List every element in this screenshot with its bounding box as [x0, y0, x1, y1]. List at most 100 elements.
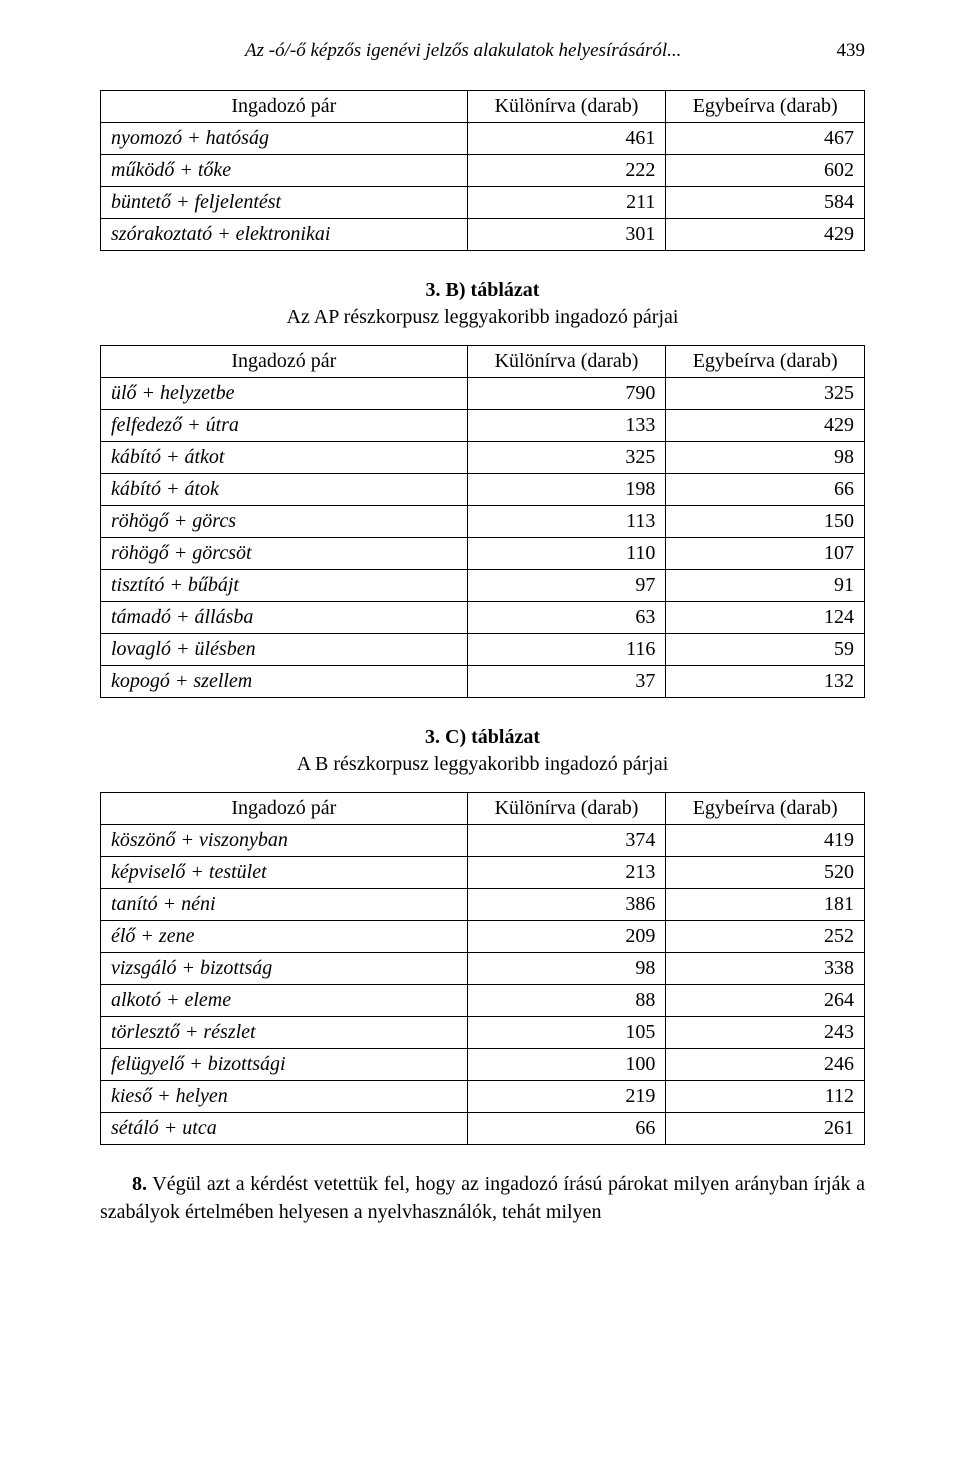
- row-sep-value: 374: [467, 825, 666, 857]
- table-row: sétáló + utca66261: [101, 1113, 865, 1145]
- row-label: törlesztő + részlet: [101, 1017, 468, 1049]
- row-sep-value: 219: [467, 1081, 666, 1113]
- table-row: képviselő + testület213520: [101, 857, 865, 889]
- table-row: kábító + átok19866: [101, 474, 865, 506]
- row-label: röhögő + görcs: [101, 506, 468, 538]
- table-row: röhögő + görcs113150: [101, 506, 865, 538]
- table-row: köszönő + viszonyban374419: [101, 825, 865, 857]
- row-joined-value: 264: [666, 985, 865, 1017]
- col-header: Egybeírva (darab): [666, 793, 865, 825]
- row-label: felügyelő + bizottsági: [101, 1049, 468, 1081]
- col-header: Különírva (darab): [467, 91, 666, 123]
- caption-b-line: Az AP részkorpusz leggyakoribb ingadozó …: [287, 306, 679, 328]
- row-joined-value: 124: [666, 602, 865, 634]
- col-header: Ingadozó pár: [101, 346, 468, 378]
- row-label: támadó + állásba: [101, 602, 468, 634]
- table-row: kábító + átkot32598: [101, 442, 865, 474]
- row-label: röhögő + görcsöt: [101, 538, 468, 570]
- row-joined-value: 243: [666, 1017, 865, 1049]
- table-row: nyomozó + hatóság461467: [101, 123, 865, 155]
- row-joined-value: 246: [666, 1049, 865, 1081]
- row-label: sétáló + utca: [101, 1113, 468, 1145]
- table-row: tisztító + bűbájt9791: [101, 570, 865, 602]
- table-row: kopogó + szellem37132: [101, 666, 865, 698]
- row-sep-value: 113: [467, 506, 666, 538]
- col-header: Ingadozó pár: [101, 91, 468, 123]
- paragraph-lead: 8.: [132, 1173, 147, 1195]
- row-label: szórakoztató + elektronikai: [101, 219, 468, 251]
- table-c: Ingadozó pár Különírva (darab) Egybeírva…: [100, 792, 865, 1145]
- row-joined-value: 107: [666, 538, 865, 570]
- row-sep-value: 105: [467, 1017, 666, 1049]
- row-sep-value: 63: [467, 602, 666, 634]
- row-label: tanító + néni: [101, 889, 468, 921]
- col-header: Egybeírva (darab): [666, 91, 865, 123]
- row-joined-value: 181: [666, 889, 865, 921]
- caption-c-bold: 3. C) táblázat: [425, 726, 540, 748]
- col-header: Egybeírva (darab): [666, 346, 865, 378]
- row-sep-value: 209: [467, 921, 666, 953]
- table-row: ülő + helyzetbe790325: [101, 378, 865, 410]
- row-sep-value: 110: [467, 538, 666, 570]
- row-joined-value: 338: [666, 953, 865, 985]
- row-label: képviselő + testület: [101, 857, 468, 889]
- row-joined-value: 261: [666, 1113, 865, 1145]
- table-row: Ingadozó pár Különírva (darab) Egybeírva…: [101, 793, 865, 825]
- row-joined-value: 467: [666, 123, 865, 155]
- table-row: vizsgáló + bizottság98338: [101, 953, 865, 985]
- row-joined-value: 419: [666, 825, 865, 857]
- row-joined-value: 584: [666, 187, 865, 219]
- row-label: kieső + helyen: [101, 1081, 468, 1113]
- table-row: lovagló + ülésben11659: [101, 634, 865, 666]
- table-row: szórakoztató + elektronikai301429: [101, 219, 865, 251]
- row-label: működő + tőke: [101, 155, 468, 187]
- col-header: Különírva (darab): [467, 346, 666, 378]
- page: Az -ó/-ő képzős igenévi jelzős alakulato…: [0, 0, 960, 1468]
- caption-b-bold: 3. B) táblázat: [426, 279, 540, 301]
- row-joined-value: 520: [666, 857, 865, 889]
- table-row: működő + tőke222602: [101, 155, 865, 187]
- table-row: alkotó + eleme88264: [101, 985, 865, 1017]
- row-label: élő + zene: [101, 921, 468, 953]
- row-label: tisztító + bűbájt: [101, 570, 468, 602]
- table-row: büntető + feljelentést211584: [101, 187, 865, 219]
- row-sep-value: 211: [467, 187, 666, 219]
- row-label: ülő + helyzetbe: [101, 378, 468, 410]
- row-joined-value: 325: [666, 378, 865, 410]
- row-label: alkotó + eleme: [101, 985, 468, 1017]
- row-joined-value: 429: [666, 410, 865, 442]
- row-sep-value: 222: [467, 155, 666, 187]
- caption-c: 3. C) táblázat A B részkorpusz leggyakor…: [100, 724, 865, 778]
- row-sep-value: 790: [467, 378, 666, 410]
- row-joined-value: 602: [666, 155, 865, 187]
- table-b-body: ülő + helyzetbe790325felfedező + útra133…: [101, 378, 865, 698]
- row-joined-value: 429: [666, 219, 865, 251]
- table-row: tanító + néni386181: [101, 889, 865, 921]
- table-row: felfedező + útra133429: [101, 410, 865, 442]
- table-row: törlesztő + részlet105243: [101, 1017, 865, 1049]
- row-sep-value: 133: [467, 410, 666, 442]
- running-header: Az -ó/-ő képzős igenévi jelzős alakulato…: [100, 40, 865, 62]
- caption-c-line: A B részkorpusz leggyakoribb ingadozó pá…: [297, 753, 669, 775]
- row-label: vizsgáló + bizottság: [101, 953, 468, 985]
- row-joined-value: 132: [666, 666, 865, 698]
- row-joined-value: 59: [666, 634, 865, 666]
- row-sep-value: 198: [467, 474, 666, 506]
- row-sep-value: 98: [467, 953, 666, 985]
- row-sep-value: 37: [467, 666, 666, 698]
- row-sep-value: 461: [467, 123, 666, 155]
- row-label: köszönő + viszonyban: [101, 825, 468, 857]
- paragraph-text: Végül azt a kérdést vetettük fel, hogy a…: [100, 1173, 865, 1223]
- row-label: nyomozó + hatóság: [101, 123, 468, 155]
- row-joined-value: 150: [666, 506, 865, 538]
- row-sep-value: 97: [467, 570, 666, 602]
- table-row: röhögő + görcsöt110107: [101, 538, 865, 570]
- table-row: kieső + helyen219112: [101, 1081, 865, 1113]
- table-row: támadó + állásba63124: [101, 602, 865, 634]
- table-row: Ingadozó pár Különírva (darab) Egybeírva…: [101, 346, 865, 378]
- table-row: Ingadozó pár Különírva (darab) Egybeírva…: [101, 91, 865, 123]
- row-sep-value: 325: [467, 442, 666, 474]
- row-label: büntető + feljelentést: [101, 187, 468, 219]
- row-joined-value: 252: [666, 921, 865, 953]
- row-label: felfedező + útra: [101, 410, 468, 442]
